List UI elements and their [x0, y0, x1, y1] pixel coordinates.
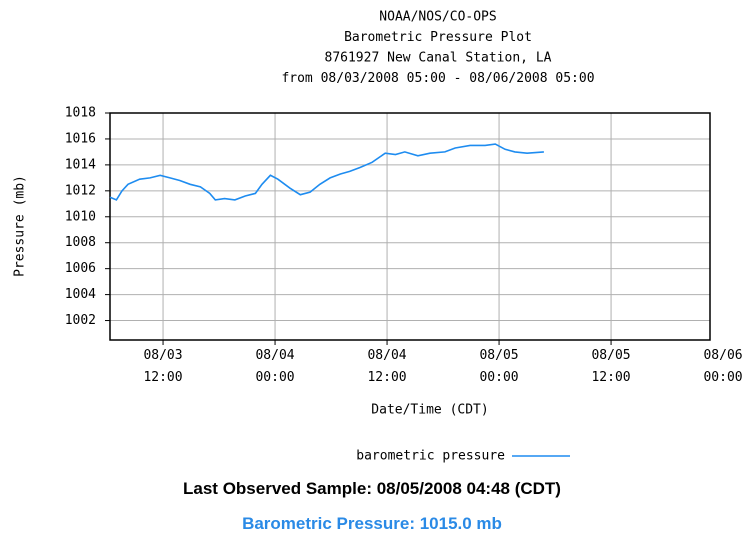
chart-title: 8761927 New Canal Station, LA — [325, 51, 552, 66]
current-reading: Barometric Pressure: 1015.0 mb — [242, 514, 502, 533]
x-tick-label: 08/05 12:00 — [591, 348, 631, 385]
plot-frame — [109, 112, 711, 341]
legend-label: barometric pressure — [356, 449, 505, 464]
y-tick-label: 1018 — [65, 106, 96, 121]
y-tick-label: 1016 — [65, 131, 96, 146]
chart-title: NOAA/NOS/CO-OPS — [379, 10, 496, 25]
last-observed: Last Observed Sample: 08/05/2008 04:48 (… — [183, 479, 561, 498]
data-line — [109, 143, 544, 201]
y-tick-label: 1002 — [65, 313, 96, 328]
x-tick-label: 08/03 12:00 — [143, 348, 183, 385]
y-tick-label: 1010 — [65, 209, 96, 224]
chart-title: from 08/03/2008 05:00 - 08/06/2008 05:00 — [281, 71, 594, 86]
y-tick-label: 1006 — [65, 261, 96, 276]
y-tick-label: 1014 — [65, 157, 96, 172]
x-tick-label: 08/05 00:00 — [479, 348, 519, 385]
x-axis-label: Date/Time (CDT) — [371, 403, 488, 418]
y-tick-label: 1012 — [65, 183, 96, 198]
x-tick-label: 08/06 00:00 — [703, 348, 743, 385]
x-tick-label: 08/04 12:00 — [367, 348, 407, 385]
x-tick-label: 08/04 00:00 — [255, 348, 295, 385]
chart-title: Barometric Pressure Plot — [344, 30, 532, 45]
y-tick-label: 1008 — [65, 235, 96, 250]
y-tick-label: 1004 — [65, 287, 96, 302]
y-axis-label: Pressure (mb) — [13, 175, 28, 277]
